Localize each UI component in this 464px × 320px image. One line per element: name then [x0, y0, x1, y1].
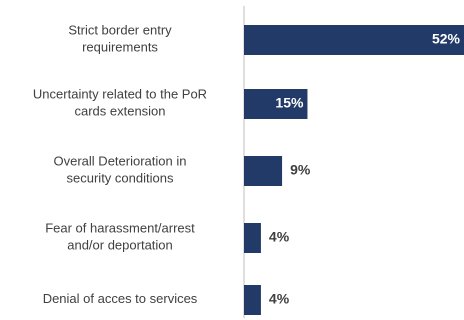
bar-4 [244, 223, 261, 253]
value-label-4: 4% [269, 229, 290, 245]
bar-2 [244, 89, 308, 119]
category-label-line: Fear of harassment/arrest [45, 221, 195, 236]
category-label-line: Strict border entry [68, 23, 172, 38]
bar-5 [244, 285, 261, 315]
value-label-1: 52% [432, 31, 461, 47]
category-label-5: Denial of acces to services [43, 291, 198, 306]
category-label-line: Overall Deterioration in [54, 154, 187, 169]
bar-1 [244, 25, 464, 55]
category-label-line: security conditions [67, 171, 174, 186]
category-label-line: requirements [82, 40, 158, 55]
category-label-2: Uncertainty related to the PoR cards exte… [33, 87, 207, 119]
category-label-3: Overall Deterioration in security conditi… [54, 154, 187, 186]
category-label-line: cards extension [74, 104, 165, 119]
category-label-line: Denial of acces to services [43, 291, 198, 306]
bar-3 [244, 156, 283, 186]
value-label-2: 15% [275, 95, 304, 111]
value-label-3: 9% [290, 162, 311, 178]
category-label-line: Uncertainty related to the PoR [33, 87, 207, 102]
value-label-5: 4% [269, 291, 290, 307]
category-label-1: Strict border entry requirements [68, 23, 172, 55]
category-label-line: and/or deportation [67, 238, 173, 253]
category-label-4: Fear of harassment/arrest and/or deportat… [45, 221, 195, 253]
